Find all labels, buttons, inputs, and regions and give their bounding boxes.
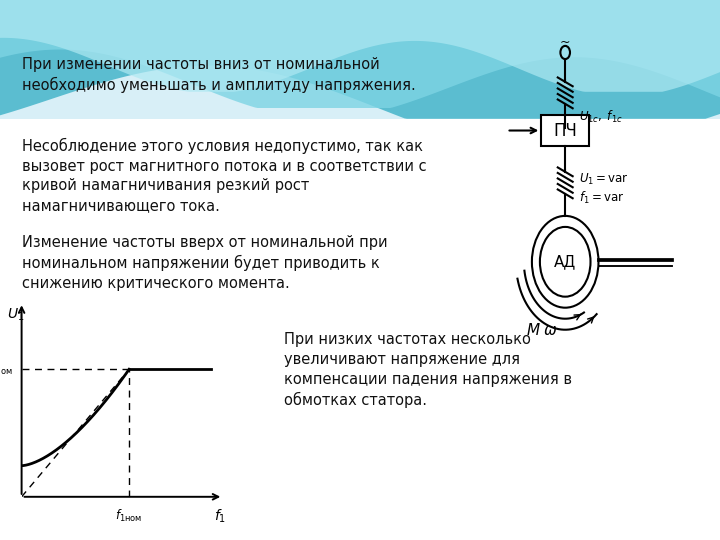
- Text: При изменении частоты вниз от номинальной
необходимо уменьшать и амплитуду напря: При изменении частоты вниз от номинально…: [22, 57, 415, 93]
- Text: При низких частотах несколько
увеличивают напряжение для
компенсации падения нап: При низких частотах несколько увеличиваю…: [284, 332, 572, 408]
- Polygon shape: [0, 0, 720, 108]
- Text: $f_{1\mathregular{ном}}$: $f_{1\mathregular{ном}}$: [115, 508, 143, 524]
- Text: Изменение частоты вверх от номинальной при
номинальном напряжении будет приводит: Изменение частоты вверх от номинальной п…: [22, 235, 387, 291]
- Polygon shape: [0, 0, 720, 92]
- Text: $U_1$: $U_1$: [7, 306, 24, 323]
- Text: Несоблюдение этого условия недопустимо, так как
вызовет рост магнитного потока и: Несоблюдение этого условия недопустимо, …: [22, 138, 426, 213]
- Text: $U_1 = \mathrm{var}$: $U_1 = \mathrm{var}$: [579, 172, 629, 187]
- Polygon shape: [0, 0, 720, 119]
- Text: ПЧ: ПЧ: [553, 122, 577, 139]
- Text: $U_{1\mathregular{ном}}$: $U_{1\mathregular{ном}}$: [0, 362, 13, 377]
- FancyBboxPatch shape: [541, 115, 589, 146]
- Text: ~: ~: [560, 36, 570, 49]
- Text: $U_{1c},\;f_{1c}$: $U_{1c},\;f_{1c}$: [579, 109, 622, 125]
- Text: АД: АД: [554, 254, 576, 269]
- Polygon shape: [0, 0, 720, 119]
- Text: $f_1$: $f_1$: [214, 508, 226, 525]
- Text: $M\;\omega$: $M\;\omega$: [526, 322, 557, 338]
- Text: $f_1 = \mathrm{var}$: $f_1 = \mathrm{var}$: [579, 190, 624, 206]
